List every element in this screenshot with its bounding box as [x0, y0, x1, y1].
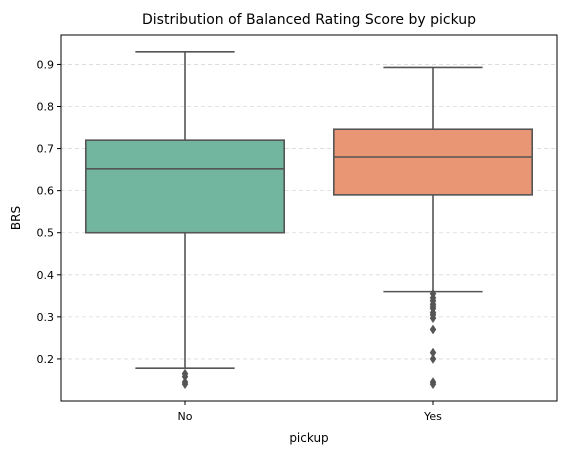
x-axis: No Yes: [178, 401, 442, 423]
x-tick-label: No: [178, 410, 193, 423]
y-tick-label: 0.7: [37, 143, 55, 156]
y-tick-label: 0.4: [37, 269, 55, 282]
box-body: [85, 139, 285, 234]
box-series: [85, 51, 533, 390]
x-axis-label: pickup: [289, 431, 328, 445]
y-tick-label: 0.2: [37, 353, 55, 366]
outlier-point: [429, 313, 437, 324]
y-tick-label: 0.6: [37, 185, 55, 198]
outlier-point: [429, 324, 437, 335]
plot-frame: [60, 34, 558, 402]
box-body: [332, 128, 533, 196]
y-tick-label: 0.3: [37, 311, 55, 324]
y-axis-label: BRS: [9, 206, 23, 230]
outlier-point: [181, 379, 189, 390]
chart-title: Distribution of Balanced Rating Score by…: [142, 12, 476, 28]
x-tick-label: Yes: [423, 410, 442, 423]
y-tick-label: 0.5: [37, 227, 55, 240]
y-axis: 0.2 0.3 0.4 0.5 0.6 0.7 0.8 0.9: [37, 58, 61, 366]
box-no: [85, 51, 285, 390]
outlier-point: [429, 379, 437, 390]
box-yes: [332, 66, 533, 390]
y-tick-label: 0.9: [37, 58, 55, 71]
outlier-point: [429, 353, 437, 364]
y-tick-label: 0.8: [37, 101, 55, 114]
